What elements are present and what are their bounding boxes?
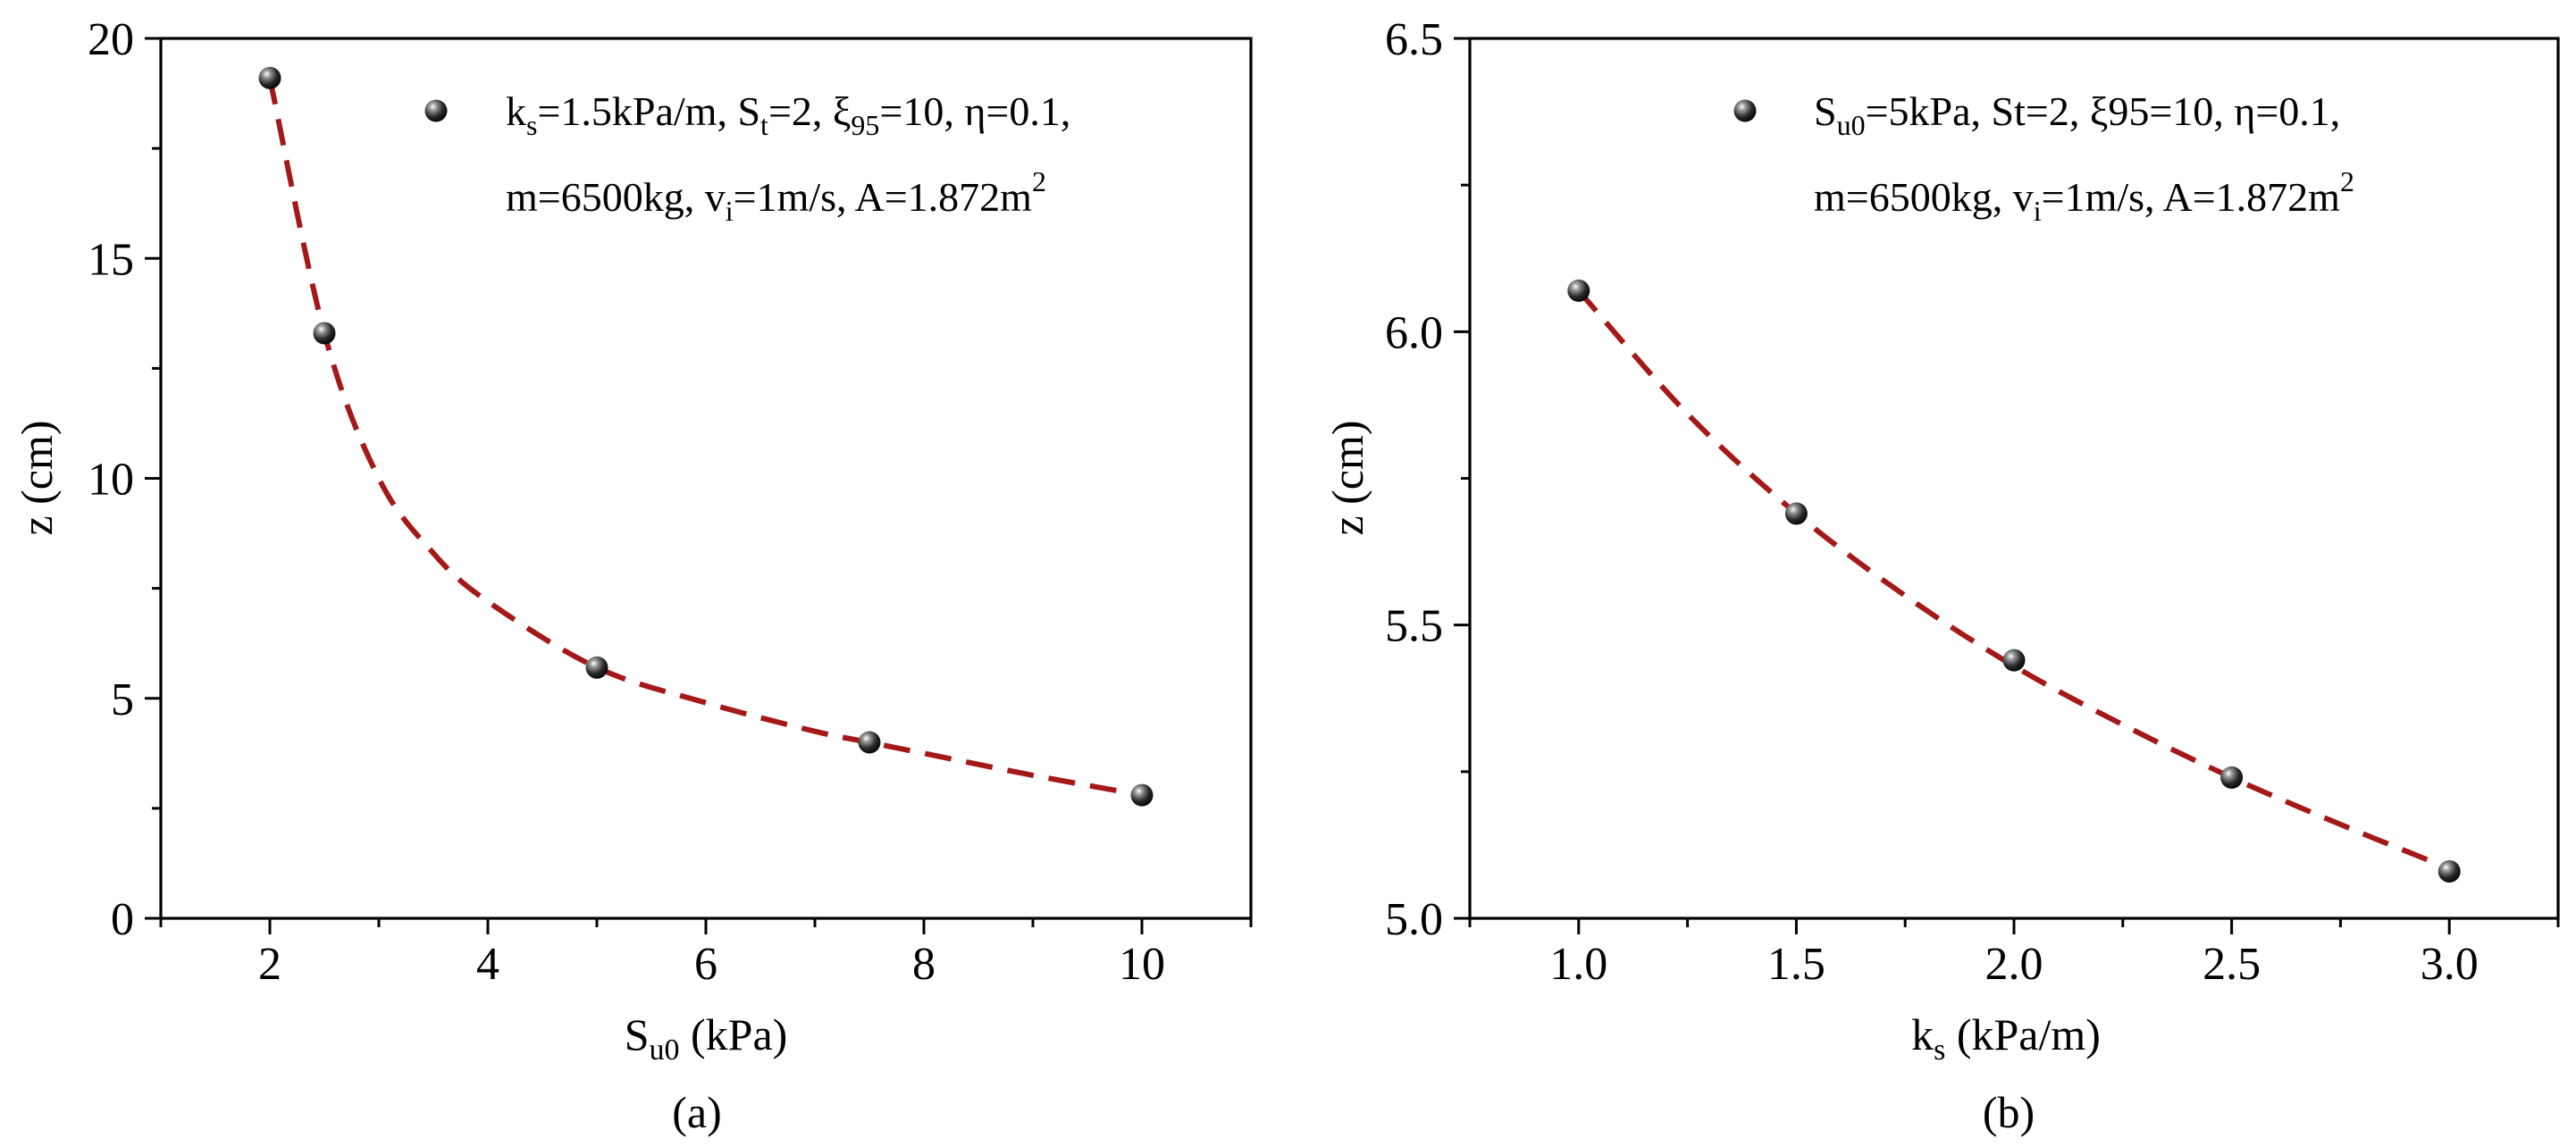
panel-b-data-point [2002,649,2026,672]
panel-a-x-tick-labels: 2 4 6 8 10 [258,939,1165,990]
panel-b-x-tick-labels: 1.0 1.5 2.0 2.5 3.0 [1549,939,2478,990]
panel-a-x-tick-label: 8 [912,939,936,990]
panel-a-y-tick-label: 15 [88,234,134,285]
panel-b-data-point [1784,502,1808,525]
panel-a-data-point [1130,783,1154,807]
panel-a-ticks [145,37,1253,934]
chart-panel-a: 0 5 10 15 20 2 4 6 8 10 ks=1.5kPa/m, St=2, ξ95=1… [12,14,1253,1137]
panel-a-legend-marker [424,99,448,122]
panel-a-x-axis-title: Su0 (kPa) [625,1009,788,1067]
panel-b-y-tick-label: 6.5 [1385,14,1443,65]
panel-b-y-axis-title: z (cm) [1322,420,1372,535]
panel-a-y-axis-title: z (cm) [12,420,62,535]
panel-a-y-tick-label: 0 [111,894,134,945]
panel-a-legend-line-2: m=6500kg, vi=1m/s, A=1.872m2 [506,165,1046,227]
panel-a-x-tick-label: 10 [1119,939,1165,990]
panel-b-x-tick-label: 2.0 [1985,939,2043,990]
panel-a-y-tick-labels: 0 5 10 15 20 [88,14,134,945]
panel-b-data-point [2438,859,2461,883]
panel-b-y-tick-label: 6.0 [1385,307,1443,358]
panel-b-points [1567,279,2461,883]
panel-a-y-tick-label: 5 [111,674,134,725]
panel-a-legend-line-1: ks=1.5kPa/m, St=2, ξ95=10, η=0.1, [506,88,1070,141]
panel-b-x-tick-label: 2.5 [2203,939,2261,990]
panel-a-label: (a) [672,1087,722,1137]
panel-a-points [258,66,1154,807]
panel-b-x-tick-label: 1.0 [1549,939,1607,990]
panel-a-x-tick-label: 2 [258,939,281,990]
panel-b-y-tick-label: 5.0 [1385,894,1443,945]
panel-b-x-tick-label: 3.0 [2421,939,2479,990]
panel-a-data-point [858,731,881,754]
panel-a-data-point [258,66,281,89]
panel-a-plot-frame [159,37,1253,920]
panel-b-y-tick-labels: 5.0 5.5 6.0 6.5 [1385,14,1443,945]
panel-b-x-tick-label: 1.5 [1767,939,1825,990]
panel-b-data-point [1567,279,1590,302]
panel-a-y-tick-label: 20 [88,14,134,65]
panel-b-legend-line-2: m=6500kg, vi=1m/s, A=1.872m2 [1814,165,2354,227]
panel-a-data-point [313,322,336,345]
panel-b-fit-layer [1576,289,2451,871]
panel-a-y-tick-label: 10 [88,455,134,506]
panel-b-y-tick-label: 5.5 [1385,601,1443,652]
panel-a-x-tick-label: 6 [694,939,717,990]
panel-a-x-tick-label: 4 [476,939,499,990]
panel-b-x-axis-title: ks (kPa/m) [1911,1009,2101,1067]
panel-a-fit-layer [267,77,1143,799]
panel-a-legend: ks=1.5kPa/m, St=2, ξ95=10, η=0.1, m=6500… [424,88,1070,227]
panel-b-legend-line-1: Su0=5kPa, St=2, ξ95=10, η=0.1, [1814,88,2340,141]
panel-a-data-point [585,656,608,679]
panel-b-plot-frame [1468,37,2560,920]
panel-a-fit-curve [267,77,1143,799]
panel-b-legend: Su0=5kPa, St=2, ξ95=10, η=0.1, m=6500kg,… [1733,88,2354,227]
panel-b-label: (b) [1983,1087,2035,1137]
chart-panel-b: 5.0 5.5 6.0 6.5 1.0 1.5 2.0 2.5 3.0 Su0=5kPa, S… [1322,14,2560,1137]
panel-b-fit-curve [1576,289,2451,871]
panel-b-data-point [2220,766,2244,789]
panel-b-legend-marker [1733,99,1757,122]
panel-b-ticks [1454,37,2560,934]
